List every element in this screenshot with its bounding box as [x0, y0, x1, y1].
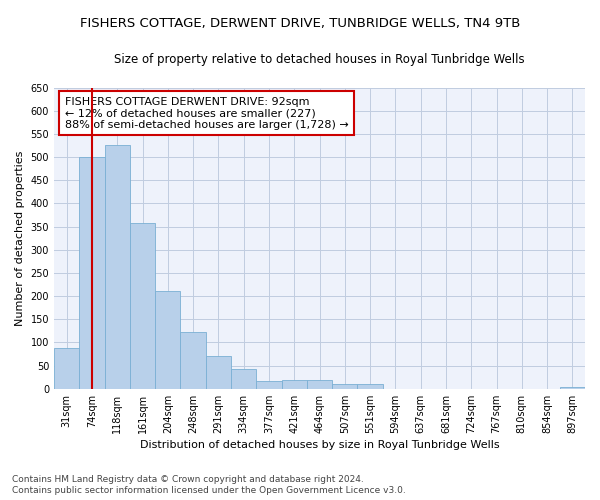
- Y-axis label: Number of detached properties: Number of detached properties: [15, 150, 25, 326]
- Bar: [358, 384, 383, 389]
- Bar: [560, 387, 585, 389]
- Bar: [307, 380, 332, 389]
- Bar: [130, 223, 155, 389]
- Title: Size of property relative to detached houses in Royal Tunbridge Wells: Size of property relative to detached ho…: [114, 52, 525, 66]
- Bar: [256, 381, 281, 389]
- Bar: [281, 380, 307, 389]
- Bar: [104, 144, 130, 389]
- Text: Contains public sector information licensed under the Open Government Licence v3: Contains public sector information licen…: [12, 486, 406, 495]
- Bar: [181, 332, 206, 389]
- Bar: [206, 356, 231, 389]
- Text: Contains HM Land Registry data © Crown copyright and database right 2024.: Contains HM Land Registry data © Crown c…: [12, 475, 364, 484]
- Text: FISHERS COTTAGE DERWENT DRIVE: 92sqm
← 12% of detached houses are smaller (227)
: FISHERS COTTAGE DERWENT DRIVE: 92sqm ← 1…: [65, 96, 349, 130]
- Bar: [54, 348, 79, 389]
- X-axis label: Distribution of detached houses by size in Royal Tunbridge Wells: Distribution of detached houses by size …: [140, 440, 499, 450]
- Bar: [79, 157, 104, 389]
- Bar: [155, 290, 181, 389]
- Bar: [332, 384, 358, 389]
- Bar: [231, 370, 256, 389]
- Text: FISHERS COTTAGE, DERWENT DRIVE, TUNBRIDGE WELLS, TN4 9TB: FISHERS COTTAGE, DERWENT DRIVE, TUNBRIDG…: [80, 18, 520, 30]
